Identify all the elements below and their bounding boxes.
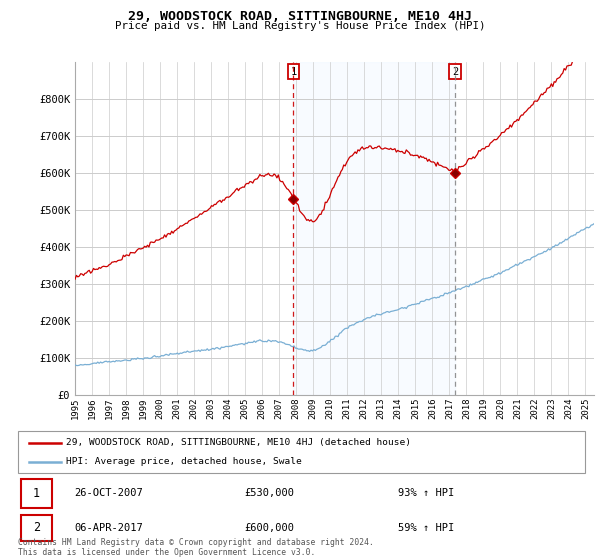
Text: HPI: Average price, detached house, Swale: HPI: Average price, detached house, Swal… [66,458,302,466]
Text: 06-APR-2017: 06-APR-2017 [75,523,143,533]
Text: 1: 1 [33,487,40,500]
Text: Price paid vs. HM Land Registry's House Price Index (HPI): Price paid vs. HM Land Registry's House … [115,21,485,31]
Text: 2: 2 [452,67,458,77]
Text: 26-OCT-2007: 26-OCT-2007 [75,488,143,498]
Bar [293,62,455,395]
FancyBboxPatch shape [21,479,52,508]
Text: 29, WOODSTOCK ROAD, SITTINGBOURNE, ME10 4HJ: 29, WOODSTOCK ROAD, SITTINGBOURNE, ME10 … [128,10,472,23]
FancyBboxPatch shape [21,515,52,541]
FancyBboxPatch shape [18,431,585,473]
Text: Contains HM Land Registry data © Crown copyright and database right 2024.
This d: Contains HM Land Registry data © Crown c… [18,538,374,557]
Text: 1: 1 [290,67,296,77]
Text: £530,000: £530,000 [245,488,295,498]
Text: 2: 2 [33,521,40,534]
Text: 59% ↑ HPI: 59% ↑ HPI [398,523,454,533]
Text: £600,000: £600,000 [245,523,295,533]
Text: 29, WOODSTOCK ROAD, SITTINGBOURNE, ME10 4HJ (detached house): 29, WOODSTOCK ROAD, SITTINGBOURNE, ME10 … [66,438,411,447]
Text: 93% ↑ HPI: 93% ↑ HPI [398,488,454,498]
